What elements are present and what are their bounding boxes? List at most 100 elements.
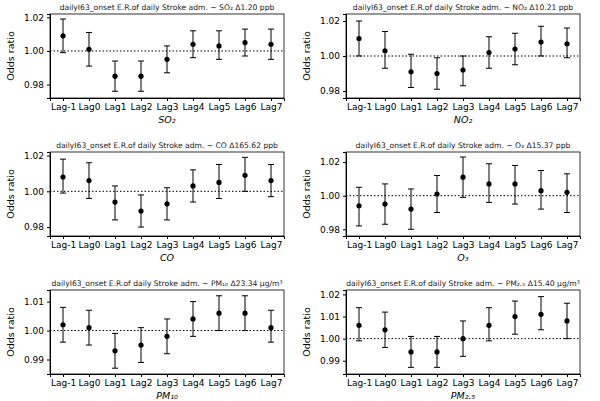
x-tick-mark [89, 374, 90, 377]
point [60, 174, 65, 179]
x-tick-mark [515, 374, 516, 377]
x-tick-label: Lag5 [505, 102, 527, 112]
x-tick-mark [89, 98, 90, 101]
y-tick: 1.00 [320, 51, 346, 61]
x-tick-label: Lag6 [235, 378, 257, 388]
x-axis-line [51, 237, 285, 240]
x-tick-mark [193, 236, 194, 239]
x-tick-mark [567, 236, 568, 239]
x-tick-label: Lag6 [235, 102, 257, 112]
y-tick-mark [343, 91, 346, 92]
error-bar [164, 46, 170, 73]
point [268, 178, 273, 183]
x-tick: Lag3 [157, 374, 179, 388]
x-tick-mark [193, 374, 194, 377]
x-tick: Lag5 [505, 236, 527, 250]
reference-line [346, 56, 580, 57]
point [242, 173, 247, 178]
x-axis-title: SO₂ [158, 114, 176, 125]
point [216, 180, 221, 185]
point [564, 41, 569, 46]
x-tick-label: Lag0 [79, 378, 101, 388]
x-tick: Lag5 [505, 374, 527, 388]
error-bar-cap [190, 202, 196, 203]
error-bar-cap [538, 296, 544, 297]
x-tick: Lag-1 [51, 236, 76, 250]
y-tick-mark [343, 56, 346, 57]
error-bar [486, 164, 492, 203]
error-bar-cap [190, 301, 196, 302]
x-tick-label: Lag1 [401, 240, 423, 250]
error-bar-cap [564, 173, 570, 174]
error-bar-cap [356, 340, 362, 341]
error-bar-cap [60, 193, 66, 194]
x-tick-label: Lag-1 [51, 102, 76, 112]
plot-frame [346, 152, 580, 236]
x-tick-label: Lag1 [105, 378, 127, 388]
x-tick: Lag4 [183, 236, 205, 250]
error-bar-cap [434, 212, 440, 213]
error-bar-cap [242, 56, 248, 57]
error-bar [268, 29, 274, 59]
x-axis-title: NO₂ [454, 114, 473, 125]
x-tick-mark [271, 236, 272, 239]
point [138, 74, 143, 79]
x-tick: Lag5 [209, 236, 231, 250]
error-bar-cap [434, 175, 440, 176]
error-bar [216, 296, 222, 331]
point [190, 316, 195, 321]
error-bar-cap [190, 336, 196, 337]
y-tick: 1.02 [320, 290, 346, 300]
x-tick-label: Lag4 [183, 102, 205, 112]
error-bar-cap [486, 163, 492, 164]
x-tick-label: Lag4 [183, 240, 205, 250]
error-bar-cap [486, 202, 492, 203]
y-tick-mark [47, 85, 50, 86]
error-bar [564, 303, 570, 338]
x-tick: Lag1 [105, 98, 127, 112]
error-bar-cap [242, 330, 248, 331]
error-bar [190, 31, 196, 58]
y-tick: 0.99 [24, 355, 50, 365]
error-bar [538, 170, 544, 209]
x-tick-mark [219, 236, 220, 239]
point [242, 311, 247, 316]
error-bar-cap [242, 157, 248, 158]
error-bar-cap [268, 164, 274, 165]
error-bar-cap [434, 57, 440, 58]
error-bar-cap [112, 368, 118, 369]
x-tick-mark [411, 236, 412, 239]
y-tick-mark [47, 17, 50, 18]
error-bar-cap [164, 187, 170, 188]
point [356, 203, 361, 208]
y-axis-line [343, 15, 347, 99]
point [190, 42, 195, 47]
error-bar-cap [268, 310, 274, 311]
marks [50, 296, 284, 368]
y-axis: 0.981.001.02 [24, 151, 51, 237]
error-bar-cap [60, 19, 66, 20]
x-tick-label: Lag0 [79, 102, 101, 112]
error-bar-cap [538, 56, 544, 57]
x-tick-mark [489, 98, 490, 101]
x-tick: Lag6 [235, 374, 257, 388]
x-tick-mark [245, 98, 246, 101]
point [216, 311, 221, 316]
y-axis-line [343, 153, 347, 237]
x-tick-mark [141, 236, 142, 239]
x-tick-mark [411, 98, 412, 101]
point [512, 181, 517, 186]
y-tick-label: 1.02 [24, 151, 44, 161]
error-bar-cap [512, 334, 518, 335]
y-tick-label: 0.98 [24, 222, 44, 232]
error-bar [242, 29, 248, 56]
error-bar-cap [164, 318, 170, 319]
chart-title: dailyI63_onset E.R.of daily Stroke adm. … [51, 279, 282, 288]
error-bar-cap [564, 338, 570, 339]
error-bar-cap [538, 329, 544, 330]
plot-frame [346, 14, 580, 98]
error-bar-cap [190, 169, 196, 170]
y-tick: 1.02 [320, 157, 346, 167]
error-bar-cap [460, 356, 466, 357]
point [138, 342, 143, 347]
